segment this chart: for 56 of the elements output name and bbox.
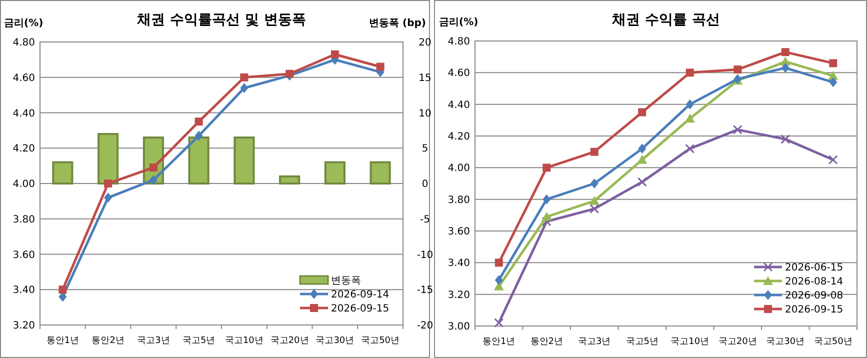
y-tick-label: 4.40 bbox=[448, 100, 470, 111]
x-tick-label: 국고10년 bbox=[224, 336, 264, 346]
y2-tick-label: 10 bbox=[418, 108, 432, 120]
chart-title: 채권 수익률곡선 및 변동폭 bbox=[136, 12, 306, 28]
x-tick-label: 국고50년 bbox=[814, 337, 852, 347]
x-tick-label: 국고30년 bbox=[316, 336, 354, 346]
chart-title: 채권 수익률 곡선 bbox=[611, 12, 720, 28]
y-tick-label: 4.80 bbox=[12, 38, 35, 48]
y2-tick-label: 15 bbox=[418, 72, 432, 84]
x-tick-label: 국고30년 bbox=[766, 337, 805, 347]
y2-axis-title: 변동폭 (bp) bbox=[369, 18, 426, 29]
y-tick-label: 4.60 bbox=[12, 72, 35, 84]
y-tick-label: 4.80 bbox=[448, 36, 470, 48]
x-tick-label: 통안2년 bbox=[92, 336, 124, 346]
y-tick-label: 3.20 bbox=[448, 290, 470, 301]
y2-tick-label: 5 bbox=[422, 144, 428, 155]
y2-tick-label: -20 bbox=[416, 320, 434, 332]
y2-tick-label: 20 bbox=[418, 38, 432, 48]
x-tick-label: 국고10년 bbox=[670, 337, 710, 347]
y-tick-label: 4.20 bbox=[12, 144, 35, 155]
x-tick-label: 통안1년 bbox=[482, 337, 516, 347]
y-tick-label: 4.00 bbox=[12, 179, 35, 190]
y-axis-title: 금리(%) bbox=[4, 18, 44, 29]
y-tick-label: 3.40 bbox=[12, 285, 35, 296]
legend-label: 2026-09-08 bbox=[785, 290, 844, 302]
y-tick-label: 3.80 bbox=[12, 214, 35, 226]
y2-tick-label: 0 bbox=[422, 179, 428, 190]
legend-label: 변동폭 bbox=[331, 276, 361, 286]
x-tick-label: 국고5년 bbox=[626, 337, 658, 347]
legend-label: 2026-09-14 bbox=[331, 290, 390, 300]
legend-label: 2026-08-14 bbox=[785, 276, 844, 288]
legend-label: 2026-09-15 bbox=[785, 304, 844, 316]
x-tick-label: 국고5년 bbox=[182, 336, 216, 346]
y-tick-label: 4.00 bbox=[448, 163, 470, 174]
y2-tick-label: -15 bbox=[416, 285, 434, 296]
y-tick-label: 4.60 bbox=[448, 68, 470, 80]
x-tick-label: 통안2년 bbox=[530, 337, 563, 347]
y-axis-title: 금리(%) bbox=[439, 17, 478, 28]
y2-tick-label: -10 bbox=[416, 250, 434, 261]
y-tick-label: 3.00 bbox=[448, 322, 470, 332]
x-tick-label: 국고3년 bbox=[578, 337, 611, 347]
y-tick-label: 3.60 bbox=[448, 226, 470, 238]
x-tick-label: 국고20년 bbox=[270, 336, 309, 346]
legend-label: 2026-09-15 bbox=[331, 304, 390, 314]
x-tick-label: 국고3년 bbox=[137, 336, 170, 346]
y2-tick-label: -5 bbox=[420, 214, 430, 226]
legend-label: 2026-06-15 bbox=[785, 262, 844, 274]
y-tick-label: 3.60 bbox=[12, 250, 35, 261]
y-tick-label: 3.80 bbox=[448, 194, 470, 206]
x-tick-label: 국고50년 bbox=[361, 336, 400, 346]
y-tick-label: 4.20 bbox=[448, 132, 470, 142]
x-tick-label: 국고20년 bbox=[718, 337, 757, 347]
y-tick-label: 4.40 bbox=[12, 108, 35, 120]
y-tick-label: 3.40 bbox=[448, 258, 470, 270]
x-tick-label: 통안1년 bbox=[46, 336, 80, 346]
y-tick-label: 3.20 bbox=[12, 320, 35, 332]
